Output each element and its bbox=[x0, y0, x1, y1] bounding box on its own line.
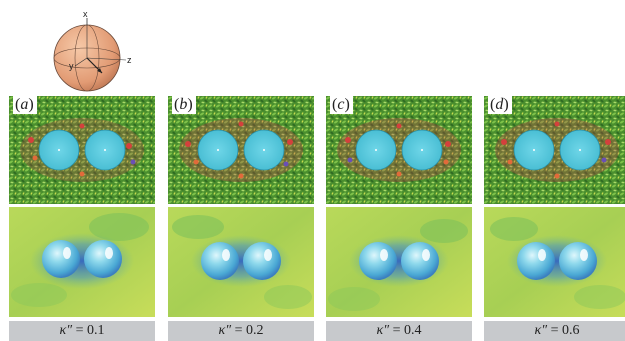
panel-label-c: (c) bbox=[330, 96, 353, 114]
order-parameter-image bbox=[326, 207, 472, 317]
kappa-label-c: κ″ = 0.4 bbox=[326, 321, 472, 341]
axis-y-label: y bbox=[69, 61, 74, 71]
order-parameter-image bbox=[168, 207, 314, 317]
director-field-image bbox=[168, 96, 314, 204]
panel-label-d: (d) bbox=[488, 96, 512, 114]
director-field-image bbox=[484, 96, 625, 204]
kappa-label-d: κ″ = 0.6 bbox=[484, 321, 625, 341]
director-field-image bbox=[9, 96, 155, 204]
axis-x-label: x bbox=[83, 9, 88, 19]
panel-label-b: (b) bbox=[172, 96, 196, 114]
kappa-label-a: κ″ = 0.1 bbox=[9, 321, 155, 341]
coordinate-sphere-diagram: x y z bbox=[53, 9, 132, 92]
panel-label-a: (a) bbox=[13, 96, 37, 114]
order-parameter-image bbox=[9, 207, 155, 317]
axis-z-label: z bbox=[127, 55, 132, 65]
director-field-image bbox=[326, 96, 472, 204]
kappa-label-b: κ″ = 0.2 bbox=[168, 321, 314, 341]
order-parameter-image bbox=[484, 207, 625, 317]
